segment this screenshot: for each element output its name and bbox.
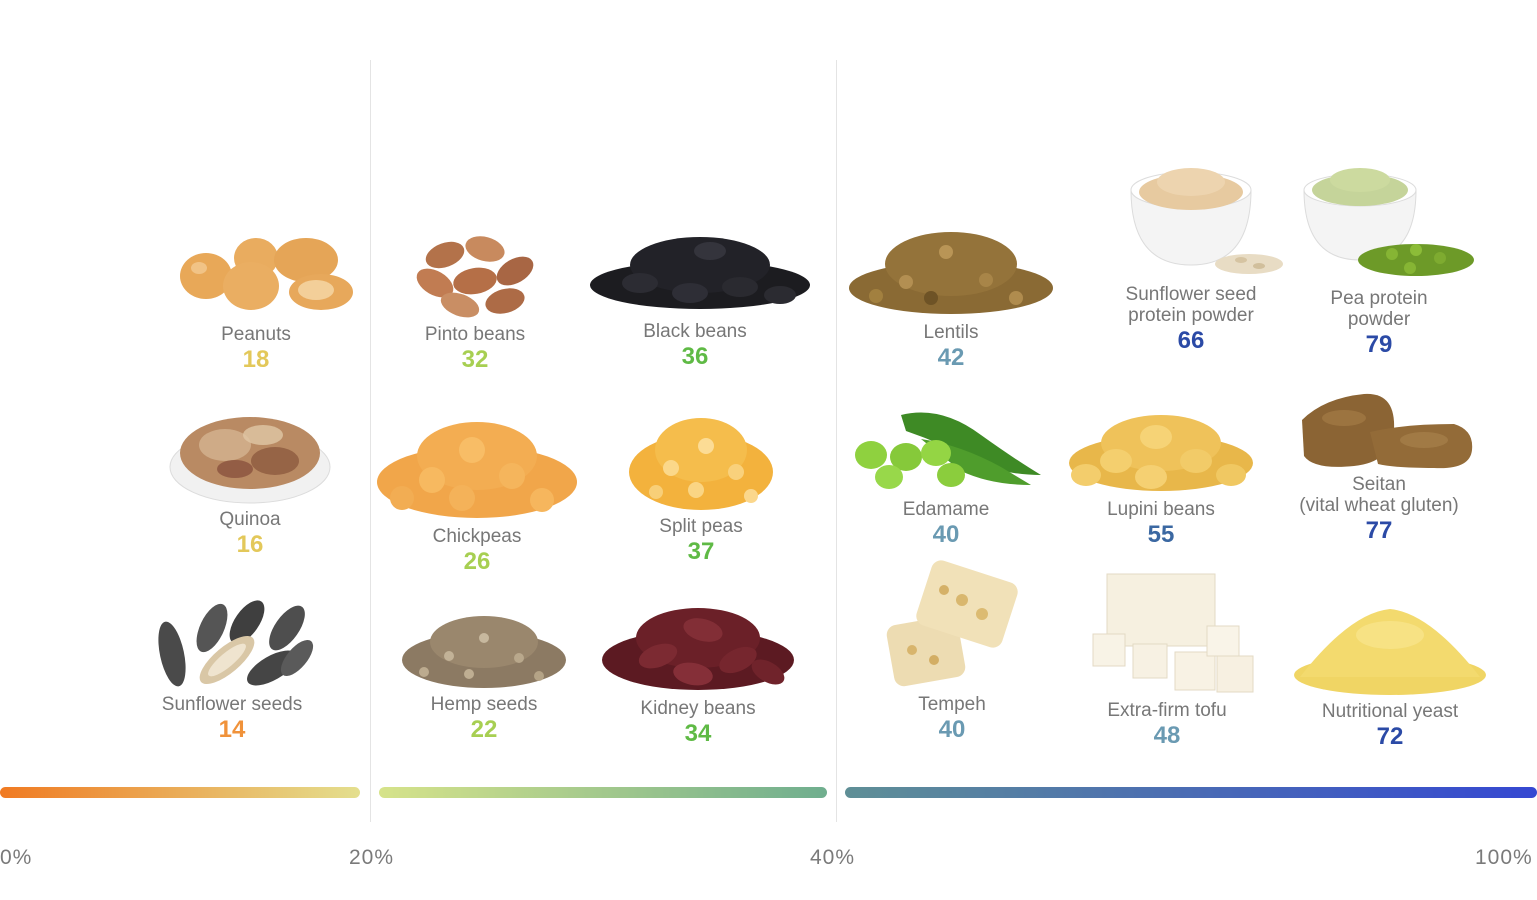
food-label: Pea protein powder (1264, 288, 1494, 330)
hemp-seeds-image (402, 616, 566, 688)
protein-value: 34 (684, 720, 712, 747)
food-item-lupini-beans: Lupini beans 55 (1046, 405, 1276, 548)
food-item-peanuts: Peanuts 18 (141, 220, 371, 373)
protein-value: 55 (1147, 521, 1175, 548)
food-item-hemp-seeds: Hemp seeds 22 (369, 608, 599, 743)
food-label: Nutritional yeast (1321, 701, 1459, 722)
food-item-edamame: Edamame 40 (831, 405, 1061, 548)
protein-value: 14 (218, 716, 246, 743)
tofu-image (1092, 573, 1254, 693)
black-beans-image (590, 237, 810, 309)
tick-label-20: 20% (349, 846, 395, 869)
food-item-sunflower-protein-powder: Sunflower seed protein powder 66 (1076, 160, 1306, 354)
split-peas-image (629, 418, 773, 510)
scale-bar-mid (379, 787, 827, 798)
protein-value: 72 (1376, 723, 1404, 750)
kidney-beans-image (602, 608, 794, 690)
food-label: Tempeh (918, 694, 986, 715)
pea-protein-powder-image (1303, 168, 1474, 276)
food-item-seitan: Seitan (vital wheat gluten) 77 (1264, 390, 1494, 544)
peanuts-image (180, 238, 353, 310)
food-label-line: (vital wheat gluten) (1299, 495, 1459, 516)
food-label-line: Seitan (1352, 474, 1406, 495)
food-item-pea-protein-powder: Pea protein powder 79 (1264, 160, 1494, 358)
food-label: Black beans (643, 321, 747, 342)
protein-value: 26 (463, 548, 491, 575)
scale-bar-high (845, 787, 1537, 798)
food-item-pinto-beans: Pinto beans 32 (360, 225, 590, 373)
sunflower-seeds-image (158, 600, 314, 687)
protein-value: 37 (687, 538, 715, 565)
protein-value: 36 (681, 343, 709, 370)
food-item-chickpeas: Chickpeas 26 (362, 410, 592, 575)
sunflower-protein-powder-image (1130, 168, 1283, 274)
tick-label-40: 40% (810, 846, 856, 869)
food-label-line: Sunflower seed (1125, 284, 1257, 305)
lupini-beans-image (1069, 415, 1253, 491)
protein-value: 40 (938, 716, 966, 743)
protein-value: 22 (470, 716, 498, 743)
protein-value: 48 (1153, 722, 1181, 749)
food-label: Hemp seeds (430, 694, 538, 715)
food-label: Sunflower seeds (161, 694, 303, 715)
protein-value: 16 (236, 531, 264, 558)
protein-value: 77 (1365, 517, 1393, 544)
protein-value: 79 (1365, 331, 1393, 358)
quinoa-bowl-image (169, 417, 331, 504)
food-label: Extra-firm tofu (1107, 700, 1227, 721)
food-label: Lupini beans (1107, 499, 1215, 520)
food-item-sunflower-seeds: Sunflower seeds 14 (117, 598, 347, 743)
tick-label-0: 0% (0, 846, 33, 869)
food-item-kidney-beans: Kidney beans 34 (583, 600, 813, 747)
food-item-black-beans: Black beans 36 (580, 225, 810, 370)
food-label: Lentils (923, 322, 979, 343)
tick-label-100: 100% (1475, 846, 1533, 869)
food-label: Peanuts (221, 324, 291, 345)
food-label: Split peas (659, 516, 743, 537)
food-label-line: Pea protein (1330, 288, 1428, 309)
food-label: Sunflower seed protein powder (1076, 284, 1306, 326)
food-item-split-peas: Split peas 37 (586, 410, 816, 565)
food-label-line: protein powder (1128, 305, 1254, 326)
protein-value: 66 (1177, 327, 1205, 354)
food-item-lentils: Lentils 42 (836, 222, 1066, 371)
food-label: Edamame (902, 499, 990, 520)
seitan-image (1302, 393, 1473, 469)
scale-bar-low (0, 787, 360, 798)
food-label-line: powder (1347, 309, 1411, 330)
tempeh-image (886, 560, 1018, 687)
lentils-image (849, 232, 1053, 314)
nutritional-yeast-image (1294, 609, 1486, 695)
edamame-image (855, 412, 1041, 489)
protein-value: 32 (461, 346, 489, 373)
pinto-beans-image (416, 236, 534, 318)
food-label: Chickpeas (432, 526, 522, 547)
protein-value: 42 (937, 344, 965, 371)
divider-40 (836, 60, 837, 822)
food-item-extra-firm-tofu: Extra-firm tofu 48 (1052, 568, 1282, 749)
chickpeas-image (377, 422, 577, 518)
food-item-tempeh: Tempeh 40 (837, 560, 1067, 743)
food-label: Quinoa (219, 509, 281, 530)
food-label: Seitan (vital wheat gluten) (1264, 474, 1494, 516)
protein-value: 40 (932, 521, 960, 548)
food-item-nutritional-yeast: Nutritional yeast 72 (1275, 605, 1505, 750)
divider-20 (370, 60, 371, 822)
food-label: Kidney beans (640, 698, 756, 719)
protein-value: 18 (242, 346, 270, 373)
food-item-quinoa: Quinoa 16 (135, 405, 365, 558)
food-label: Pinto beans (424, 324, 526, 345)
